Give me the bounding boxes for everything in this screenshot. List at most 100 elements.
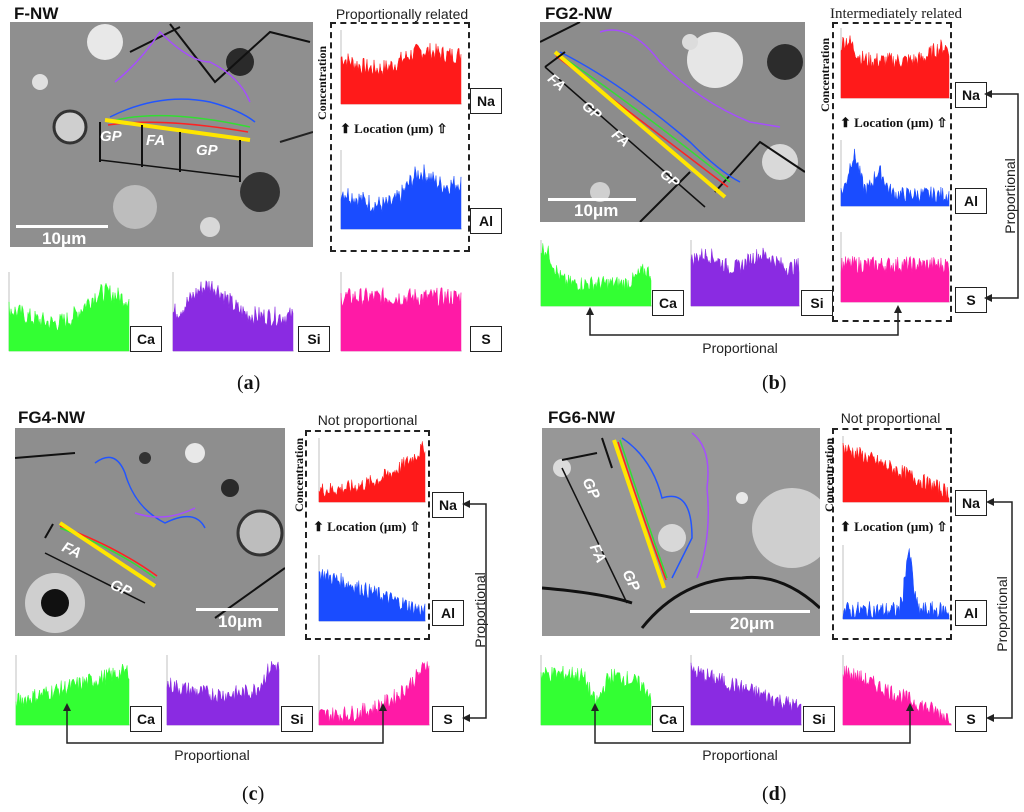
- panel-a-ylabel: Concentration: [315, 46, 329, 120]
- panel-a-seg-gp1: GP: [100, 128, 122, 145]
- panel-d-caption: (d): [762, 783, 786, 806]
- panel-b-scale-label: 10μm: [574, 201, 619, 220]
- panel-a-seg-gp2: GP: [196, 142, 218, 159]
- panel-c-xlabel-text: Location (μm): [327, 519, 407, 534]
- panel-d-bottom-label: Proportional: [702, 747, 778, 763]
- spectrum-plot: [690, 655, 802, 726]
- panel-b-spec-na: [840, 28, 950, 104]
- panel-c-box-si: Si: [281, 706, 313, 732]
- spectrum-plot: [842, 436, 950, 503]
- spectrum-plot: [840, 140, 950, 207]
- panel-d-side-label: Proportional: [994, 576, 1010, 652]
- spectrum-area: [690, 662, 802, 726]
- spectrum-plot: [540, 240, 652, 307]
- spectrum-area: [15, 663, 130, 726]
- panel-d-spec-al: [842, 545, 950, 625]
- panel-c-spec-na: [318, 438, 426, 508]
- panel-d-box-s: S: [955, 706, 987, 732]
- spectrum-plot: [166, 655, 280, 726]
- panel-a-box-ca: Ca: [130, 326, 162, 352]
- panel-b-scalebar: [548, 198, 636, 201]
- spectrum-area: [840, 255, 950, 303]
- panel-d-spec-ca: [540, 655, 652, 731]
- spectrum-plot: [318, 438, 426, 503]
- spectrum-plot: [340, 272, 462, 352]
- spectrum-area: [842, 442, 950, 503]
- panel-a-dashed-box: [330, 22, 470, 252]
- panel-b-title: FG2-NW: [545, 4, 613, 23]
- panel-b-caption: (b): [762, 372, 786, 395]
- panel-c-letter: c: [248, 783, 258, 805]
- panel-d-box-al: Al: [955, 600, 987, 626]
- panel-a-scalebar: [16, 225, 108, 228]
- spectrum-area: [840, 148, 950, 207]
- spectrum-area: [166, 661, 280, 726]
- panel-a-xlabel-text: Location (μm): [354, 121, 434, 136]
- panel-b-box-s: S: [955, 287, 987, 313]
- panel-b-box-al: Al: [955, 188, 987, 214]
- paren: (: [237, 372, 244, 394]
- panel-b-spec-s: [840, 232, 950, 308]
- panel-a-box-si: Si: [298, 326, 330, 352]
- paren: (: [242, 783, 249, 805]
- panel-d-sem-image: [542, 428, 820, 636]
- panel-c-spec-al: [318, 555, 426, 627]
- panel-b-box-ca: Ca: [652, 290, 684, 316]
- panel-a-spec-na: [340, 30, 462, 110]
- panel-c-side-label: Proportional: [472, 572, 488, 648]
- panel-c-scalebar: [196, 608, 278, 611]
- paren: (: [762, 372, 769, 394]
- panel-a-spec-s: [340, 272, 462, 357]
- panel-a-spec-ca: [8, 272, 130, 357]
- spectrum-plot: [172, 272, 294, 352]
- panel-b-letter: b: [768, 372, 780, 394]
- panel-d-xlabel-text: Location (μm): [854, 519, 934, 534]
- spectrum-plot: [840, 232, 950, 303]
- panel-c-title: FG4-NW: [18, 408, 86, 427]
- spectrum-area: [340, 43, 462, 105]
- panel-a-relation: Proportionally related: [335, 6, 469, 22]
- panel-b-xlabel: ⬆ Location (μm) ⇧: [840, 115, 948, 130]
- panel-d-spec-si: [690, 655, 802, 731]
- spectrum-plot: [690, 240, 800, 307]
- panel-a-box-al: Al: [470, 208, 502, 234]
- sem-a-svg: [10, 22, 313, 247]
- panel-b-xlabel-text: Location (μm): [854, 115, 934, 130]
- panel-a-spec-si: [172, 272, 294, 357]
- panel-b-relation: Intermediately related: [830, 6, 963, 22]
- panel-c-bottom-label: Proportional: [174, 747, 250, 763]
- paren: ): [779, 372, 787, 394]
- panel-c-scale-label: 10μm: [218, 612, 263, 631]
- panel-b-side-label: Proportional: [1002, 158, 1018, 234]
- panel-a-box-s: S: [470, 326, 502, 352]
- panel-b-box-si: Si: [801, 290, 833, 316]
- panel-b-spec-al: [840, 140, 950, 212]
- spectrum-area: [340, 286, 462, 352]
- spectrum-plot: [340, 30, 462, 105]
- spectrum-plot: [842, 655, 952, 726]
- spectrum-area: [172, 279, 294, 352]
- panel-c-box-ca: Ca: [130, 706, 162, 732]
- panel-d-letter: d: [768, 783, 780, 805]
- panel-b-bottom-label: Proportional: [702, 340, 778, 356]
- spectrum-plot: [8, 272, 130, 352]
- panel-a-letter: a: [243, 372, 254, 394]
- panel-d-scalebar: [690, 610, 810, 613]
- panel-b-spec-ca: [540, 240, 652, 312]
- panel-c-spec-s: [318, 655, 430, 731]
- panel-c-xlabel: ⬆ Location (μm) ⇧: [313, 519, 421, 534]
- panel-d-title: FG6-NW: [548, 408, 616, 427]
- panel-b-spec-si: [690, 240, 800, 312]
- spectrum-area: [318, 661, 430, 726]
- panel-a-xlabel: ⬆ Location (μm) ⇧: [340, 121, 448, 136]
- panel-c-spec-ca: [15, 655, 130, 731]
- panel-b-ylabel: Concentration: [818, 38, 832, 112]
- panel-c-box-s: S: [432, 706, 464, 732]
- paren: ): [779, 783, 787, 805]
- panel-d-spec-na: [842, 436, 950, 508]
- panel-d-scale-label: 20μm: [730, 614, 775, 633]
- panel-a-seg-fa: FA: [146, 132, 166, 149]
- spectrum-area: [318, 441, 426, 503]
- spectrum-area: [340, 164, 462, 230]
- panel-a-box-na: Na: [470, 88, 502, 114]
